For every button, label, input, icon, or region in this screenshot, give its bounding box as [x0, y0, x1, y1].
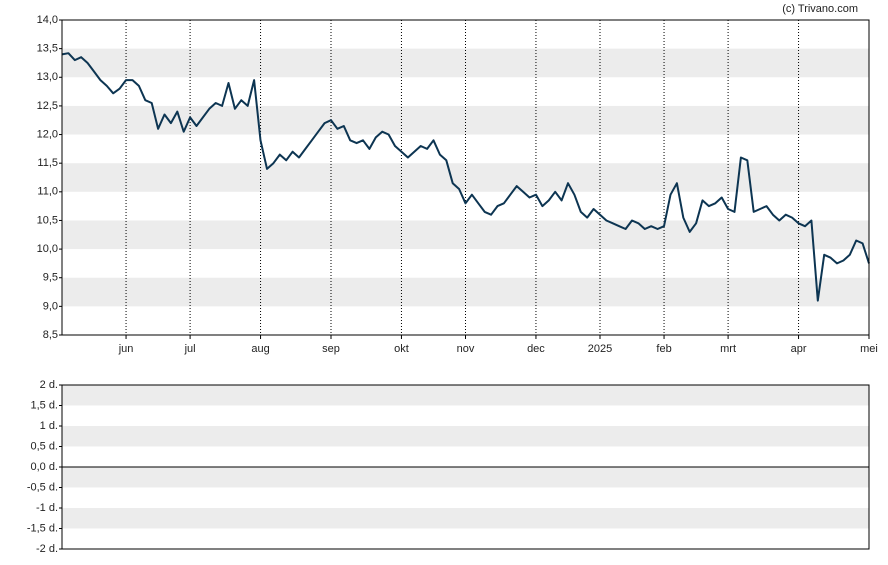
y-tick-label: -1,5 d. — [27, 522, 58, 534]
y-tick-label: 0,5 d. — [30, 440, 58, 452]
y-tick-label: 9,0 — [43, 300, 58, 312]
x-tick-label: feb — [656, 343, 671, 355]
y-tick-label: 1,5 d. — [30, 399, 58, 411]
band — [62, 426, 869, 447]
x-tick-label: mei — [860, 343, 878, 355]
x-tick-label: mrt — [720, 343, 736, 355]
y-tick-label: 11,5 — [37, 157, 58, 169]
band — [62, 467, 869, 488]
y-tick-label: 8,5 — [43, 329, 58, 341]
y-tick-label: 14,0 — [37, 14, 58, 26]
x-tick-label: okt — [394, 343, 409, 355]
x-tick-label: apr — [791, 343, 807, 355]
band — [62, 277, 869, 307]
price-line — [61, 52, 870, 302]
source: (c) Trivano.com — [782, 3, 858, 15]
x-tick-label: sep — [322, 343, 340, 355]
x-tick-label: nov — [457, 343, 475, 355]
x-tick-label: jul — [184, 343, 196, 355]
y-tick-label: 0,0 d. — [30, 461, 58, 473]
y-tick-label: 1 d. — [40, 420, 58, 432]
y-tick-label: 10,0 — [37, 243, 58, 255]
plot-frame — [61, 384, 870, 550]
x-tick-label: dec — [527, 343, 545, 355]
y-tick-label: 12,0 — [37, 128, 58, 140]
y-tick-label: 9,5 — [43, 272, 58, 284]
plot-frame — [61, 19, 870, 336]
x-tick-label: aug — [251, 343, 269, 355]
y-tick-label: 12,5 — [37, 100, 58, 112]
band — [62, 220, 869, 250]
y-tick-label: 13,0 — [37, 71, 58, 83]
y-tick-label: -0,5 d. — [27, 481, 58, 493]
y-tick-label: 10,5 — [37, 214, 58, 226]
x-tick-label: 2025 — [588, 343, 612, 355]
y-tick-label: 13,5 — [37, 43, 58, 55]
band — [62, 385, 869, 406]
y-tick-label: -1 d. — [36, 502, 58, 514]
band — [62, 508, 869, 529]
y-tick-label: 2 d. — [40, 379, 58, 391]
x-tick-label: jun — [118, 343, 134, 355]
y-tick-label: -2 d. — [36, 543, 58, 555]
y-tick-label: 11,0 — [37, 186, 58, 198]
